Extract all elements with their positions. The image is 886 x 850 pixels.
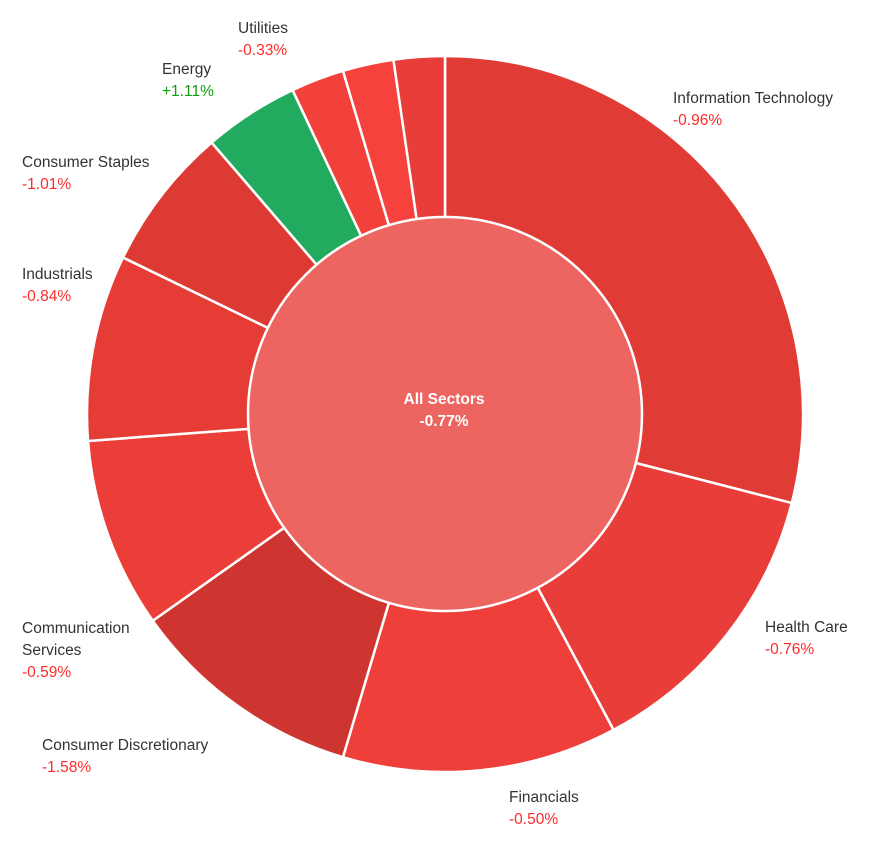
label-change: -0.84%	[22, 288, 72, 305]
center-change: -0.77%	[419, 413, 469, 430]
center-title: All Sectors	[403, 391, 485, 408]
label-change: -0.96%	[673, 112, 723, 129]
label-name: Health Care	[765, 619, 848, 636]
label-name: Communication Services	[22, 620, 130, 659]
label-communication-services: Communication Services -0.59%	[22, 618, 172, 684]
label-change: -0.59%	[22, 664, 72, 681]
label-change: -0.33%	[238, 42, 288, 59]
label-name: Consumer Discretionary	[42, 737, 209, 754]
label-name: Information Technology	[673, 90, 833, 107]
label-consumer-discretionary: Consumer Discretionary -1.58%	[42, 735, 208, 779]
label-change: -0.76%	[765, 641, 815, 658]
label-change: -1.58%	[42, 759, 92, 776]
label-name: Energy	[162, 61, 212, 78]
label-consumer-staples: Consumer Staples -1.01%	[22, 152, 150, 196]
label-name: Consumer Staples	[22, 154, 150, 171]
label-health-care: Health Care -0.76%	[765, 617, 848, 661]
label-name: Industrials	[22, 266, 93, 283]
label-name: Utilities	[238, 20, 288, 37]
label-industrials: Industrials -0.84%	[22, 264, 93, 308]
label-change: -0.50%	[509, 811, 559, 828]
label-information-technology: Information Technology -0.96%	[673, 88, 833, 132]
label-name: Financials	[509, 789, 579, 806]
label-utilities: Utilities -0.33%	[238, 18, 288, 62]
center-disc[interactable]	[246, 215, 644, 613]
label-change: +1.11%	[162, 83, 214, 100]
label-energy: Energy +1.11%	[162, 59, 214, 103]
label-change: -1.01%	[22, 176, 72, 193]
center-label: All Sectors -0.77%	[344, 389, 544, 433]
label-financials: Financials -0.50%	[509, 787, 579, 831]
